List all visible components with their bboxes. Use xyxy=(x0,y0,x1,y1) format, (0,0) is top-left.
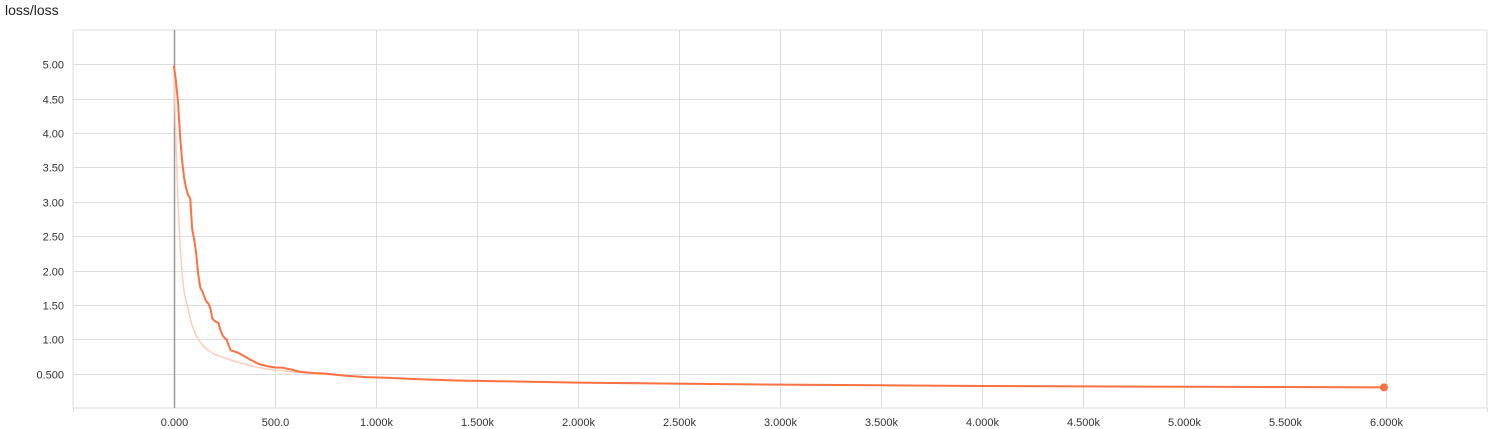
x-tick-label: 1.500k xyxy=(461,417,495,429)
y-tick-label: 4.50 xyxy=(43,95,64,107)
grid-layer xyxy=(72,29,1488,409)
raw-loss-line xyxy=(173,70,337,376)
y-tick-label: 1.50 xyxy=(43,301,64,313)
x-tick-label: 3.000k xyxy=(764,417,798,429)
x-tick-label: 1.000k xyxy=(360,417,394,429)
y-tick-label: 2.00 xyxy=(43,267,64,279)
y-tick-label: 4.00 xyxy=(43,129,64,141)
last-point-marker xyxy=(1379,383,1388,392)
x-tick-label: 2.000k xyxy=(562,417,596,429)
y-tick-label: 2.50 xyxy=(43,232,64,244)
y-tick-label: 5.00 xyxy=(43,60,64,72)
x-tick-label: 5.000k xyxy=(1168,417,1202,429)
smoothed-loss-line xyxy=(173,65,1385,389)
x-tick-label: 500.0 xyxy=(262,417,290,429)
label-layer: 0.000 500.0 1.000k 1.500k 2.000k 2.500k 3.000k… xyxy=(36,60,1403,429)
x-tick-label: 3.500k xyxy=(865,417,899,429)
x-tick-label: 2.500k xyxy=(663,417,697,429)
y-tick-label: 3.50 xyxy=(43,163,64,175)
y-tick-label: 1.00 xyxy=(43,335,64,347)
x-tick-label: 4.500k xyxy=(1067,417,1101,429)
x-tick-label: 4.000k xyxy=(966,417,1000,429)
x-tick-label: 0.000 xyxy=(161,417,189,429)
chart-title: loss/loss xyxy=(5,2,59,18)
series-layer xyxy=(173,65,1388,392)
y-tick-label: 0.500 xyxy=(36,370,64,382)
y-tick-label: 3.00 xyxy=(43,198,64,210)
x-tick-label: 5.500k xyxy=(1269,417,1303,429)
x-tick-label: 6.000k xyxy=(1370,417,1404,429)
